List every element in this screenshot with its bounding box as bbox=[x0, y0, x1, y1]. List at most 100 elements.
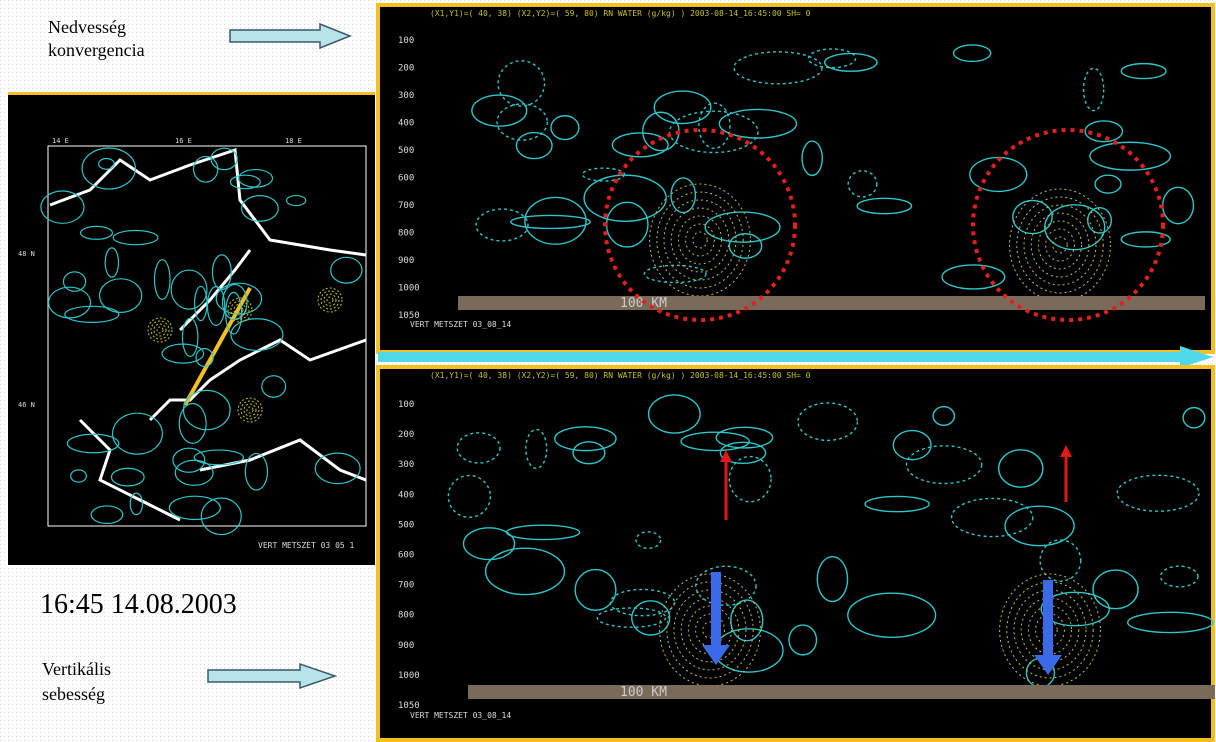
contour bbox=[178, 402, 207, 444]
contour bbox=[1020, 597, 1080, 663]
pressure-label: 400 bbox=[398, 119, 414, 129]
contour bbox=[525, 428, 548, 470]
contour bbox=[668, 110, 759, 154]
cross-section-panel bbox=[376, 365, 1215, 742]
contour bbox=[1094, 174, 1122, 194]
contour bbox=[243, 403, 257, 417]
contour bbox=[192, 155, 219, 183]
contour bbox=[81, 147, 137, 190]
contour bbox=[172, 447, 206, 473]
border-line bbox=[148, 249, 367, 422]
border-line bbox=[49, 147, 367, 257]
contour bbox=[246, 406, 254, 414]
contour bbox=[631, 600, 671, 636]
contour bbox=[240, 400, 260, 420]
contour bbox=[64, 305, 120, 323]
contour bbox=[905, 445, 983, 485]
contour bbox=[206, 285, 226, 326]
contour bbox=[1037, 220, 1083, 270]
pressure-label: 400 bbox=[398, 490, 414, 500]
pressure-label: 100 bbox=[398, 400, 414, 410]
contour bbox=[635, 531, 662, 549]
contour bbox=[659, 573, 761, 687]
moisture-label: konvergencia bbox=[48, 40, 145, 60]
contour bbox=[241, 195, 279, 222]
contour bbox=[718, 108, 798, 139]
contour bbox=[952, 44, 992, 63]
contour bbox=[647, 394, 701, 434]
contour bbox=[317, 287, 343, 313]
pressure-label: 1050 bbox=[398, 311, 420, 321]
map-border bbox=[8, 92, 375, 95]
contour bbox=[475, 208, 529, 242]
contour bbox=[129, 492, 144, 516]
contour bbox=[797, 402, 859, 442]
contour bbox=[110, 467, 145, 487]
contour bbox=[230, 300, 250, 320]
contour bbox=[864, 495, 930, 513]
pressure-label: 900 bbox=[398, 256, 414, 266]
pressure-label: 700 bbox=[398, 581, 414, 591]
contour bbox=[643, 264, 707, 284]
contour bbox=[1023, 204, 1097, 286]
contour bbox=[147, 317, 173, 343]
contour bbox=[79, 225, 113, 240]
contour bbox=[181, 317, 199, 358]
contour bbox=[62, 271, 87, 292]
contour bbox=[182, 389, 231, 431]
contour bbox=[730, 599, 764, 642]
contour bbox=[447, 474, 492, 519]
contour bbox=[685, 223, 715, 257]
contour bbox=[1120, 62, 1167, 80]
contour bbox=[112, 229, 159, 246]
contour bbox=[150, 320, 170, 340]
contour bbox=[285, 194, 307, 207]
map-panel bbox=[8, 92, 375, 565]
lon-label: 18 E bbox=[285, 137, 302, 145]
pressure-label: 500 bbox=[398, 520, 414, 530]
contour bbox=[104, 247, 120, 278]
velocity-label: Vertikális bbox=[42, 659, 111, 679]
contour bbox=[596, 607, 667, 628]
contour bbox=[788, 624, 818, 656]
contour bbox=[692, 231, 708, 249]
arrow bbox=[378, 346, 1213, 368]
contour bbox=[230, 318, 284, 352]
contour bbox=[236, 306, 244, 314]
ground bbox=[458, 296, 1205, 310]
contour bbox=[1052, 236, 1068, 254]
highlight-circle bbox=[603, 128, 797, 322]
contour bbox=[510, 214, 591, 230]
downdraft-arrow-head bbox=[1034, 655, 1062, 675]
contour bbox=[554, 426, 617, 452]
contour bbox=[1082, 67, 1105, 112]
contour bbox=[892, 429, 932, 461]
contour bbox=[583, 174, 667, 222]
contour bbox=[1004, 505, 1075, 547]
pressure-label: 600 bbox=[398, 174, 414, 184]
contour bbox=[572, 441, 606, 465]
contour bbox=[497, 60, 546, 107]
contour bbox=[244, 452, 269, 491]
contour bbox=[1016, 196, 1104, 294]
lon-label: 16 E bbox=[175, 137, 192, 145]
contour bbox=[174, 459, 214, 486]
pressure-label: 1050 bbox=[398, 701, 420, 711]
contour bbox=[1159, 565, 1199, 588]
contour bbox=[574, 568, 617, 611]
contour bbox=[999, 573, 1101, 687]
contour bbox=[314, 452, 361, 485]
contour bbox=[656, 191, 744, 289]
contour bbox=[1092, 569, 1139, 610]
contour bbox=[1006, 581, 1094, 679]
contour bbox=[471, 94, 528, 127]
contour bbox=[524, 196, 587, 245]
contour bbox=[695, 613, 725, 647]
contour bbox=[193, 449, 244, 466]
lat-label: 46 N bbox=[18, 401, 35, 409]
contour bbox=[156, 326, 164, 334]
lon-label: 14 E bbox=[52, 137, 69, 145]
contour bbox=[969, 156, 1028, 193]
contour bbox=[168, 495, 221, 521]
contour bbox=[496, 103, 549, 141]
